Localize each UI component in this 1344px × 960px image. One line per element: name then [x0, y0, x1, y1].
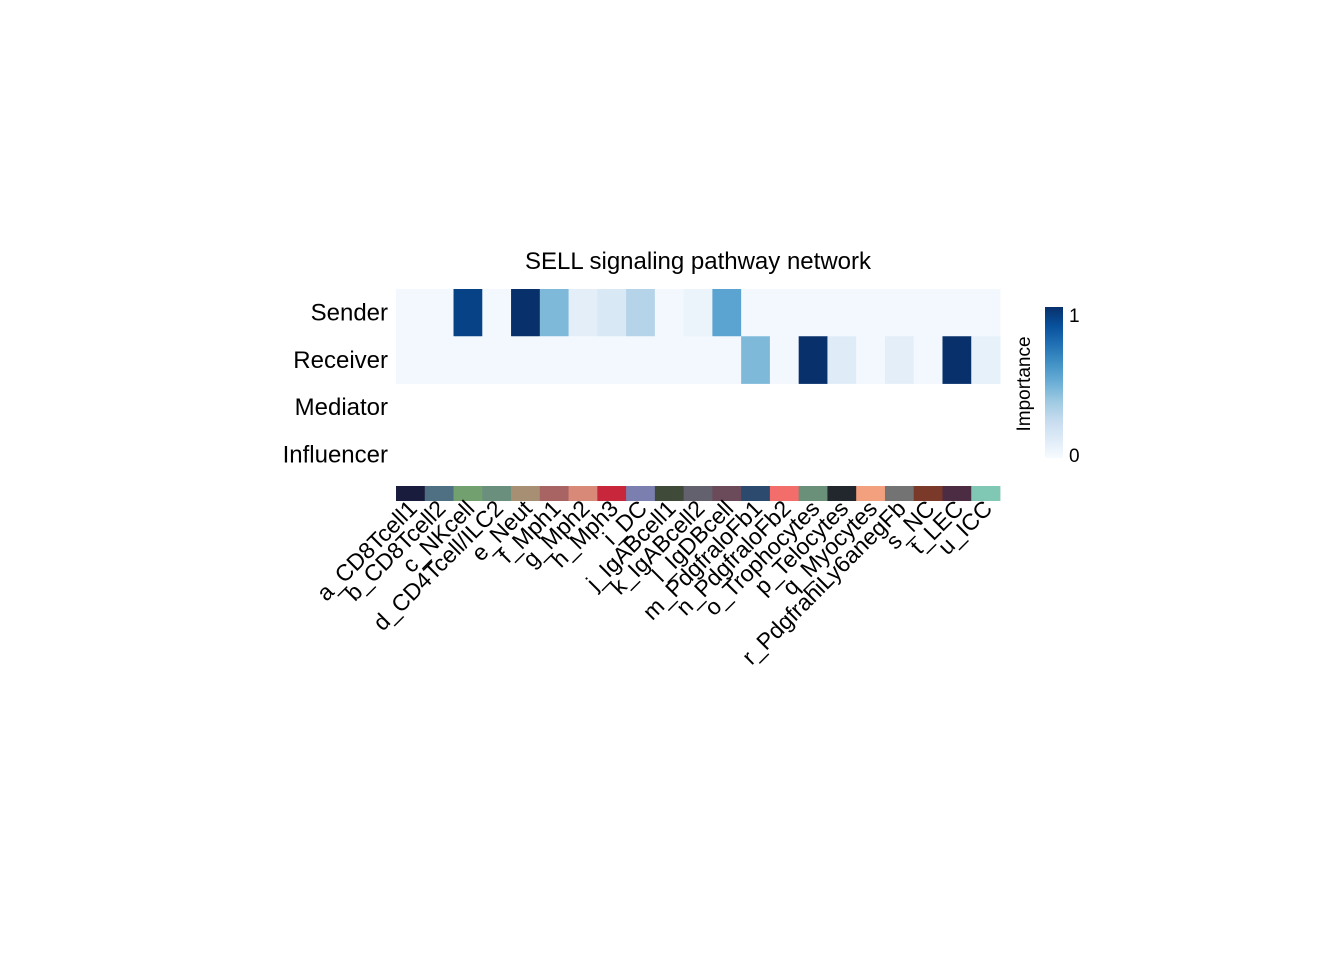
heatmap-cell — [654, 289, 685, 337]
heatmap-cell — [539, 336, 569, 384]
heatmap-cell — [769, 289, 800, 337]
column-color-swatch — [769, 486, 800, 501]
column-color-swatch — [683, 486, 713, 501]
heatmap-cell — [396, 289, 426, 337]
column-color-swatch — [827, 486, 857, 501]
heatmap-cell — [654, 336, 685, 384]
heatmap-cell — [884, 336, 915, 384]
heatmap-cell — [568, 289, 598, 337]
column-color-swatch — [626, 486, 656, 501]
heatmap-cell — [597, 289, 627, 337]
heatmap-cell — [568, 336, 598, 384]
heatmap-cell — [884, 289, 915, 337]
row-labels: Sender Receiver Mediator Influencer — [283, 300, 388, 469]
heatmap-cell — [712, 289, 742, 337]
column-color-swatch — [568, 486, 598, 501]
column-color-swatch — [712, 486, 742, 501]
colorbar-min-label: 0 — [1069, 446, 1080, 467]
column-color-swatch — [453, 486, 483, 501]
column-color-swatch — [654, 486, 685, 501]
row-label: Receiver — [293, 347, 388, 374]
heatmap-cell — [626, 289, 656, 337]
heatmap-cell — [597, 336, 627, 384]
colorbar-gradient — [1045, 307, 1063, 458]
heatmap-cell — [856, 289, 886, 337]
heatmap-cell — [856, 336, 886, 384]
column-labels: a_CD8Tcell1b_CD8Tcell2c_NKcelld_CD4Tcell… — [311, 495, 997, 670]
heatmap-cell — [942, 289, 972, 337]
heatmap-cell — [971, 289, 1001, 337]
heatmap-cell — [453, 289, 483, 337]
heatmap-cell — [424, 289, 454, 337]
heatmap-cells — [396, 289, 1001, 384]
heatmap-cell — [482, 336, 512, 384]
heatmap-cell — [798, 336, 828, 384]
row-label: Sender — [311, 300, 388, 327]
heatmap-cell — [942, 336, 972, 384]
heatmap-cell — [913, 289, 943, 337]
heatmap-cell — [798, 289, 828, 337]
heatmap-cell — [827, 336, 857, 384]
heatmap-cell — [539, 289, 569, 337]
row-label: Mediator — [295, 394, 388, 421]
column-color-swatch — [539, 486, 569, 501]
row-label: Influencer — [283, 441, 388, 468]
heatmap-cell — [741, 336, 771, 384]
heatmap-cell — [511, 336, 541, 384]
heatmap-cell — [827, 289, 857, 337]
column-color-swatch — [482, 486, 512, 501]
column-color-swatch — [597, 486, 627, 501]
column-color-swatch — [798, 486, 828, 501]
colorbar-title: Importance — [1014, 336, 1035, 431]
colorbar: 1 0 Importance — [1014, 306, 1080, 467]
heatmap-cell — [741, 289, 771, 337]
heatmap-cell — [482, 289, 512, 337]
heatmap-cell — [971, 336, 1001, 384]
column-color-strip — [396, 486, 1001, 501]
column-color-swatch — [884, 486, 915, 501]
column-color-swatch — [396, 486, 426, 501]
column-color-swatch — [741, 486, 771, 501]
heatmap-cell — [511, 289, 541, 337]
column-color-swatch — [856, 486, 886, 501]
column-color-swatch — [942, 486, 972, 501]
column-color-swatch — [913, 486, 943, 501]
column-color-swatch — [424, 486, 454, 501]
heatmap-cell — [769, 336, 800, 384]
heatmap-cell — [683, 336, 713, 384]
colorbar-max-label: 1 — [1069, 306, 1080, 327]
column-color-swatch — [511, 486, 541, 501]
heatmap-cell — [453, 336, 483, 384]
heatmap-cell — [712, 336, 742, 384]
heatmap-cell — [424, 336, 454, 384]
heatmap-cell — [913, 336, 943, 384]
heatmap-cell — [626, 336, 656, 384]
column-color-swatch — [971, 486, 1001, 501]
heatmap-cell — [683, 289, 713, 337]
chart-title: SELL signaling pathway network — [525, 248, 872, 275]
heatmap-cell — [396, 336, 426, 384]
